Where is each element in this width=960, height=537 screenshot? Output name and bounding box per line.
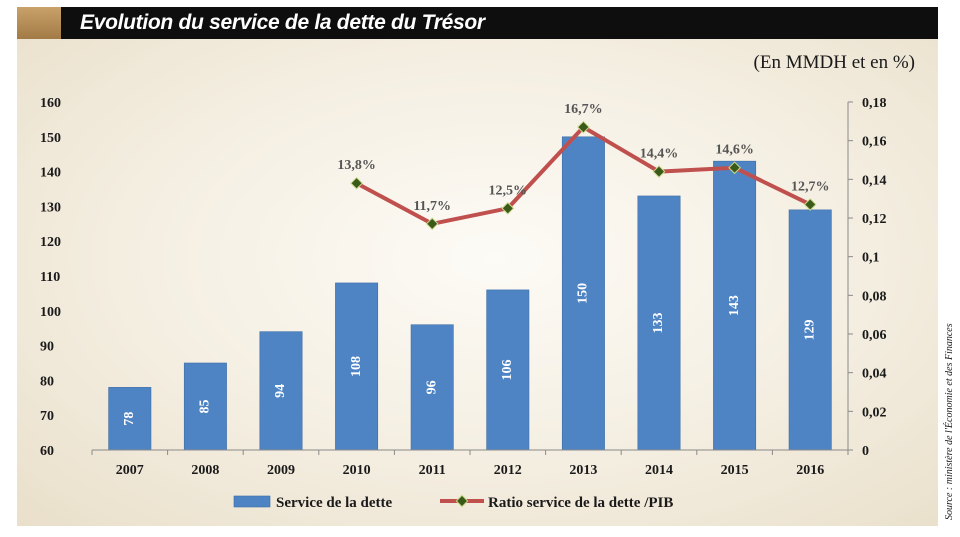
bar-value-label: 106 [500,359,515,380]
left-y-tick-label: 150 [40,131,61,146]
ratio-point-label: 14,6% [715,143,754,158]
bar-value-label: 78 [122,412,137,426]
chart-title: Evolution du service de la dette du Trés… [80,11,485,34]
x-tick-label: 2016 [796,463,824,478]
x-tick-label: 2008 [191,463,219,478]
title-bar [17,7,938,39]
legend-swatch-service [233,495,271,508]
x-tick-label: 2012 [494,463,522,478]
ratio-point-label: 13,8% [337,158,376,173]
x-tick-label: 2014 [645,463,673,478]
left-y-tick-label: 140 [40,166,61,181]
ratio-point [652,165,666,178]
bar-value-label: 85 [198,400,213,414]
right-y-tick-label: 0,1 [862,251,880,266]
ratio-point [577,120,590,134]
left-y-tick-label: 130 [40,200,61,215]
ratio-point [501,201,515,215]
title-accent-tab [17,7,61,39]
ratio-point [425,217,439,231]
ratio-point [728,161,741,175]
right-y-tick-label: 0 [862,444,869,459]
bar [713,160,757,451]
bar-series: 78 85 94 108 96 106 150 133 143 129 [108,136,832,451]
bar [486,289,530,451]
x-tick-label: 2013 [569,463,597,478]
ratio-point-label: 12,7% [791,179,830,194]
x-tick-label: 2011 [419,463,446,478]
x-tick-label: 2015 [721,463,749,478]
left-y-tick-label: 110 [40,270,60,285]
bar [561,136,605,451]
bar-value-label: 143 [727,295,742,316]
bar-value-label: 94 [273,384,288,398]
right-y-tick-label: 0,06 [862,328,887,343]
legend: Service de la dette Ratio service de la d… [233,494,673,511]
right-y-tick-label: 0,18 [862,96,887,111]
bar-value-label: 129 [802,319,817,340]
axes: 60 70 80 90 100 110 120 130 140 150 160 0 0,02 0,04 0,… [40,96,887,478]
left-y-tick-label: 90 [40,340,54,355]
bar [788,209,832,451]
legend-marker-ratio [455,494,469,508]
right-y-tick-label: 0,04 [862,367,887,382]
legend-label-service: Service de la dette [276,495,393,511]
line-series: 13,8% 11,7% 12,5% 16,7% 14,4% 14,6% 12,7% [337,102,830,231]
ratio-point-label: 14,4% [640,147,679,162]
x-tick-label: 2010 [343,463,371,478]
ratio-point-label: 11,7% [413,199,451,214]
bar [183,362,227,451]
right-y-tick-label: 0,12 [862,212,887,227]
x-tick-label: 2007 [116,463,144,478]
bar-value-label: 96 [424,380,439,394]
left-y-tick-label: 70 [40,409,54,424]
ratio-point-label: 12,5% [489,183,528,198]
bar-value-label: 108 [349,356,364,377]
ratio-point [350,176,363,190]
x-tick-label: 2009 [267,463,295,478]
chart-panel [17,39,938,526]
bar [259,331,303,451]
bar-value-label: 133 [651,312,666,333]
right-y-tick-label: 0,14 [862,173,887,188]
left-y-tick-label: 120 [40,235,61,250]
right-y-tick-label: 0,16 [862,135,887,150]
right-y-tick-label: 0,02 [862,405,887,420]
ratio-point [803,198,817,211]
left-y-tick-label: 100 [40,305,61,320]
unit-note: (En MMDH et en %) [753,52,915,73]
legend-label-ratio: Ratio service de la dette /PIB [488,495,673,511]
bar-value-label: 150 [576,283,591,304]
bar [410,324,454,451]
bar [335,282,379,451]
left-y-tick-label: 160 [40,96,61,111]
ratio-point-label: 16,7% [564,102,603,117]
right-y-tick-label: 0,08 [862,289,887,304]
left-y-tick-label: 60 [40,444,54,459]
left-y-tick-label: 80 [40,374,54,389]
bar [108,387,152,451]
